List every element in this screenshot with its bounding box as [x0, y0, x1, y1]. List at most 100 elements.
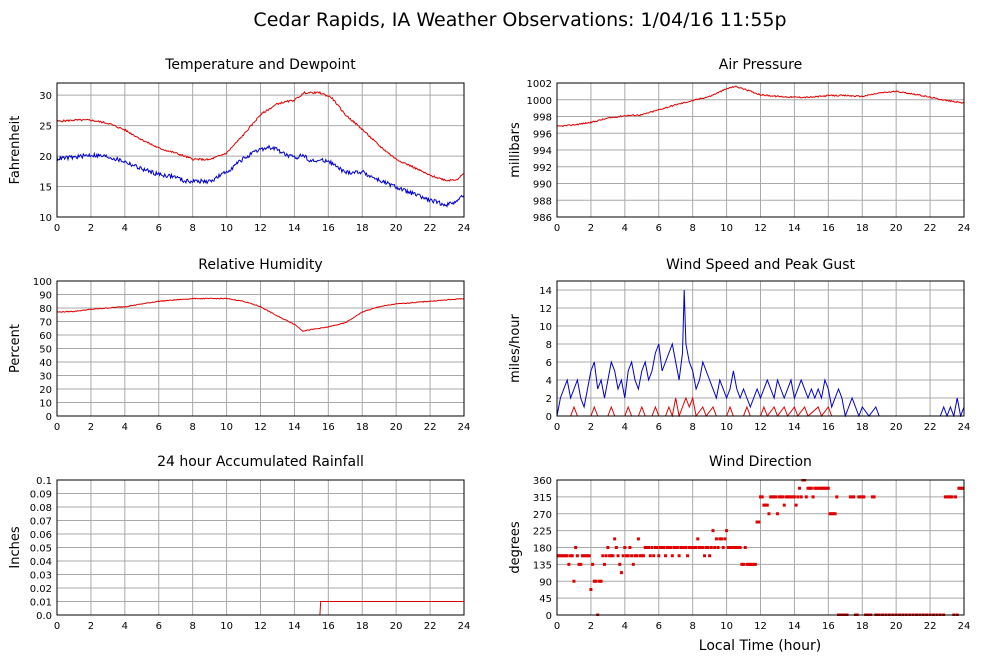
- y-tick-label: 0.08: [30, 503, 52, 514]
- wind-direction-point: [648, 554, 652, 558]
- wind-direction-point: [708, 554, 712, 558]
- wind-direction-point: [680, 546, 684, 549]
- x-tick-label: 12: [254, 621, 267, 632]
- x-tick-label: 8: [189, 422, 195, 433]
- wind-direction-point: [711, 529, 715, 533]
- x-tick-label: 12: [754, 223, 767, 234]
- wind-direction-point: [558, 554, 562, 558]
- wind-direction-point: [798, 486, 802, 490]
- wind-direction-point: [818, 486, 822, 490]
- x-tick-label: 16: [822, 422, 835, 433]
- wind-direction-point: [828, 512, 832, 516]
- wind-direction-point: [954, 495, 958, 499]
- wind-direction-point: [750, 562, 754, 566]
- y-tick-label: 30: [39, 91, 52, 102]
- y-tick-label: 0.04: [30, 557, 52, 568]
- wind-direction-point: [562, 554, 566, 558]
- wind-direction-point: [852, 495, 856, 499]
- wind-direction-point: [714, 537, 718, 541]
- wind-direction-point: [611, 554, 615, 558]
- wind-direction-point: [653, 546, 657, 549]
- x-tick-label: 4: [622, 422, 628, 433]
- wind-direction-point: [672, 546, 676, 549]
- wind-direction-point: [619, 571, 623, 575]
- x-tick-label: 10: [220, 223, 233, 234]
- y-tick-label: 1000: [527, 96, 552, 107]
- x-tick-label: 8: [689, 422, 695, 433]
- wind-direction-point: [742, 562, 746, 566]
- wind-direction-point: [606, 546, 610, 549]
- x-tick-label: 8: [189, 621, 195, 632]
- wind-direction-point: [679, 546, 683, 549]
- plot-frame: [556, 82, 965, 218]
- y-tick-label: 60: [39, 331, 52, 342]
- x-tick-label: 12: [754, 621, 767, 632]
- y-axis-label: miles/hour: [508, 313, 523, 382]
- wind-direction-point: [591, 562, 595, 566]
- y-tick-label: 0: [546, 611, 552, 622]
- x-tick-label: 18: [856, 422, 869, 433]
- x-tick-label: 16: [822, 621, 835, 632]
- x-tick-label: 14: [788, 223, 801, 234]
- x-tick-label: 12: [254, 422, 267, 433]
- chart-title: Temperature and Dewpoint: [164, 57, 356, 73]
- y-tick-label: 0: [546, 412, 552, 423]
- wind-direction-point: [602, 562, 606, 566]
- plot-frame: [556, 280, 965, 417]
- x-tick-label: 18: [856, 223, 869, 234]
- wind-direction-point: [560, 554, 564, 558]
- x-tick-label: 20: [890, 621, 903, 632]
- plot-frame: [56, 82, 465, 218]
- y-tick-label: 40: [39, 358, 52, 369]
- wind-direction-point: [811, 495, 815, 499]
- y-tick-label: 988: [533, 196, 552, 207]
- wind-direction-point: [784, 495, 788, 499]
- wind-direction-point: [813, 486, 817, 490]
- wind-direction-point: [628, 546, 632, 549]
- x-tick-label: 0: [54, 621, 60, 632]
- wind-direction-point: [599, 579, 603, 583]
- y-tick-label: 30: [39, 372, 52, 383]
- x-tick-label: 24: [958, 621, 971, 632]
- wind-direction-point: [826, 486, 830, 490]
- x-tick-label: 4: [122, 422, 128, 433]
- wind-direction-point: [621, 554, 625, 558]
- y-tick-label: 0: [46, 412, 52, 423]
- wind-direction-point: [704, 546, 708, 549]
- y-tick-label: 45: [539, 594, 552, 605]
- y-tick-label: 90: [539, 577, 552, 588]
- wind-direction-point: [694, 546, 698, 549]
- wind-direction-point: [791, 495, 795, 499]
- x-tick-label: 0: [54, 422, 60, 433]
- plot-area: [557, 85, 964, 128]
- wind-direction-point: [616, 554, 620, 558]
- y-tick-label: 1002: [527, 79, 552, 90]
- wind-direction-point: [608, 554, 612, 558]
- wind-direction-point: [821, 486, 825, 490]
- wind-direction-point: [586, 554, 590, 558]
- y-tick-label: 0.06: [30, 530, 52, 541]
- wind-direction-point: [772, 495, 776, 499]
- x-tick-label: 2: [588, 422, 594, 433]
- wind-direction-point: [721, 546, 725, 549]
- x-tick-label: 6: [156, 223, 162, 234]
- y-tick-label: 0.0: [36, 611, 52, 622]
- wind-direction-point: [662, 546, 666, 549]
- wind-direction-point: [740, 562, 744, 566]
- wind-direction-point: [635, 554, 639, 558]
- wind-direction-point: [652, 554, 656, 558]
- y-tick-label: 8: [546, 340, 552, 351]
- plot-area: [557, 479, 964, 616]
- wind-direction-point: [947, 495, 951, 499]
- wind-direction-point: [733, 546, 737, 549]
- wind-direction-point: [589, 588, 593, 591]
- wind-direction-point: [630, 554, 634, 558]
- y-tick-label: 10: [39, 213, 52, 224]
- x-tick-label: 16: [322, 223, 335, 234]
- x-tick-label: 18: [856, 621, 869, 632]
- chart-title: Air Pressure: [719, 57, 802, 73]
- plot-frame: [56, 479, 465, 616]
- x-tick-label: 18: [356, 621, 369, 632]
- wind-direction-point: [692, 546, 696, 549]
